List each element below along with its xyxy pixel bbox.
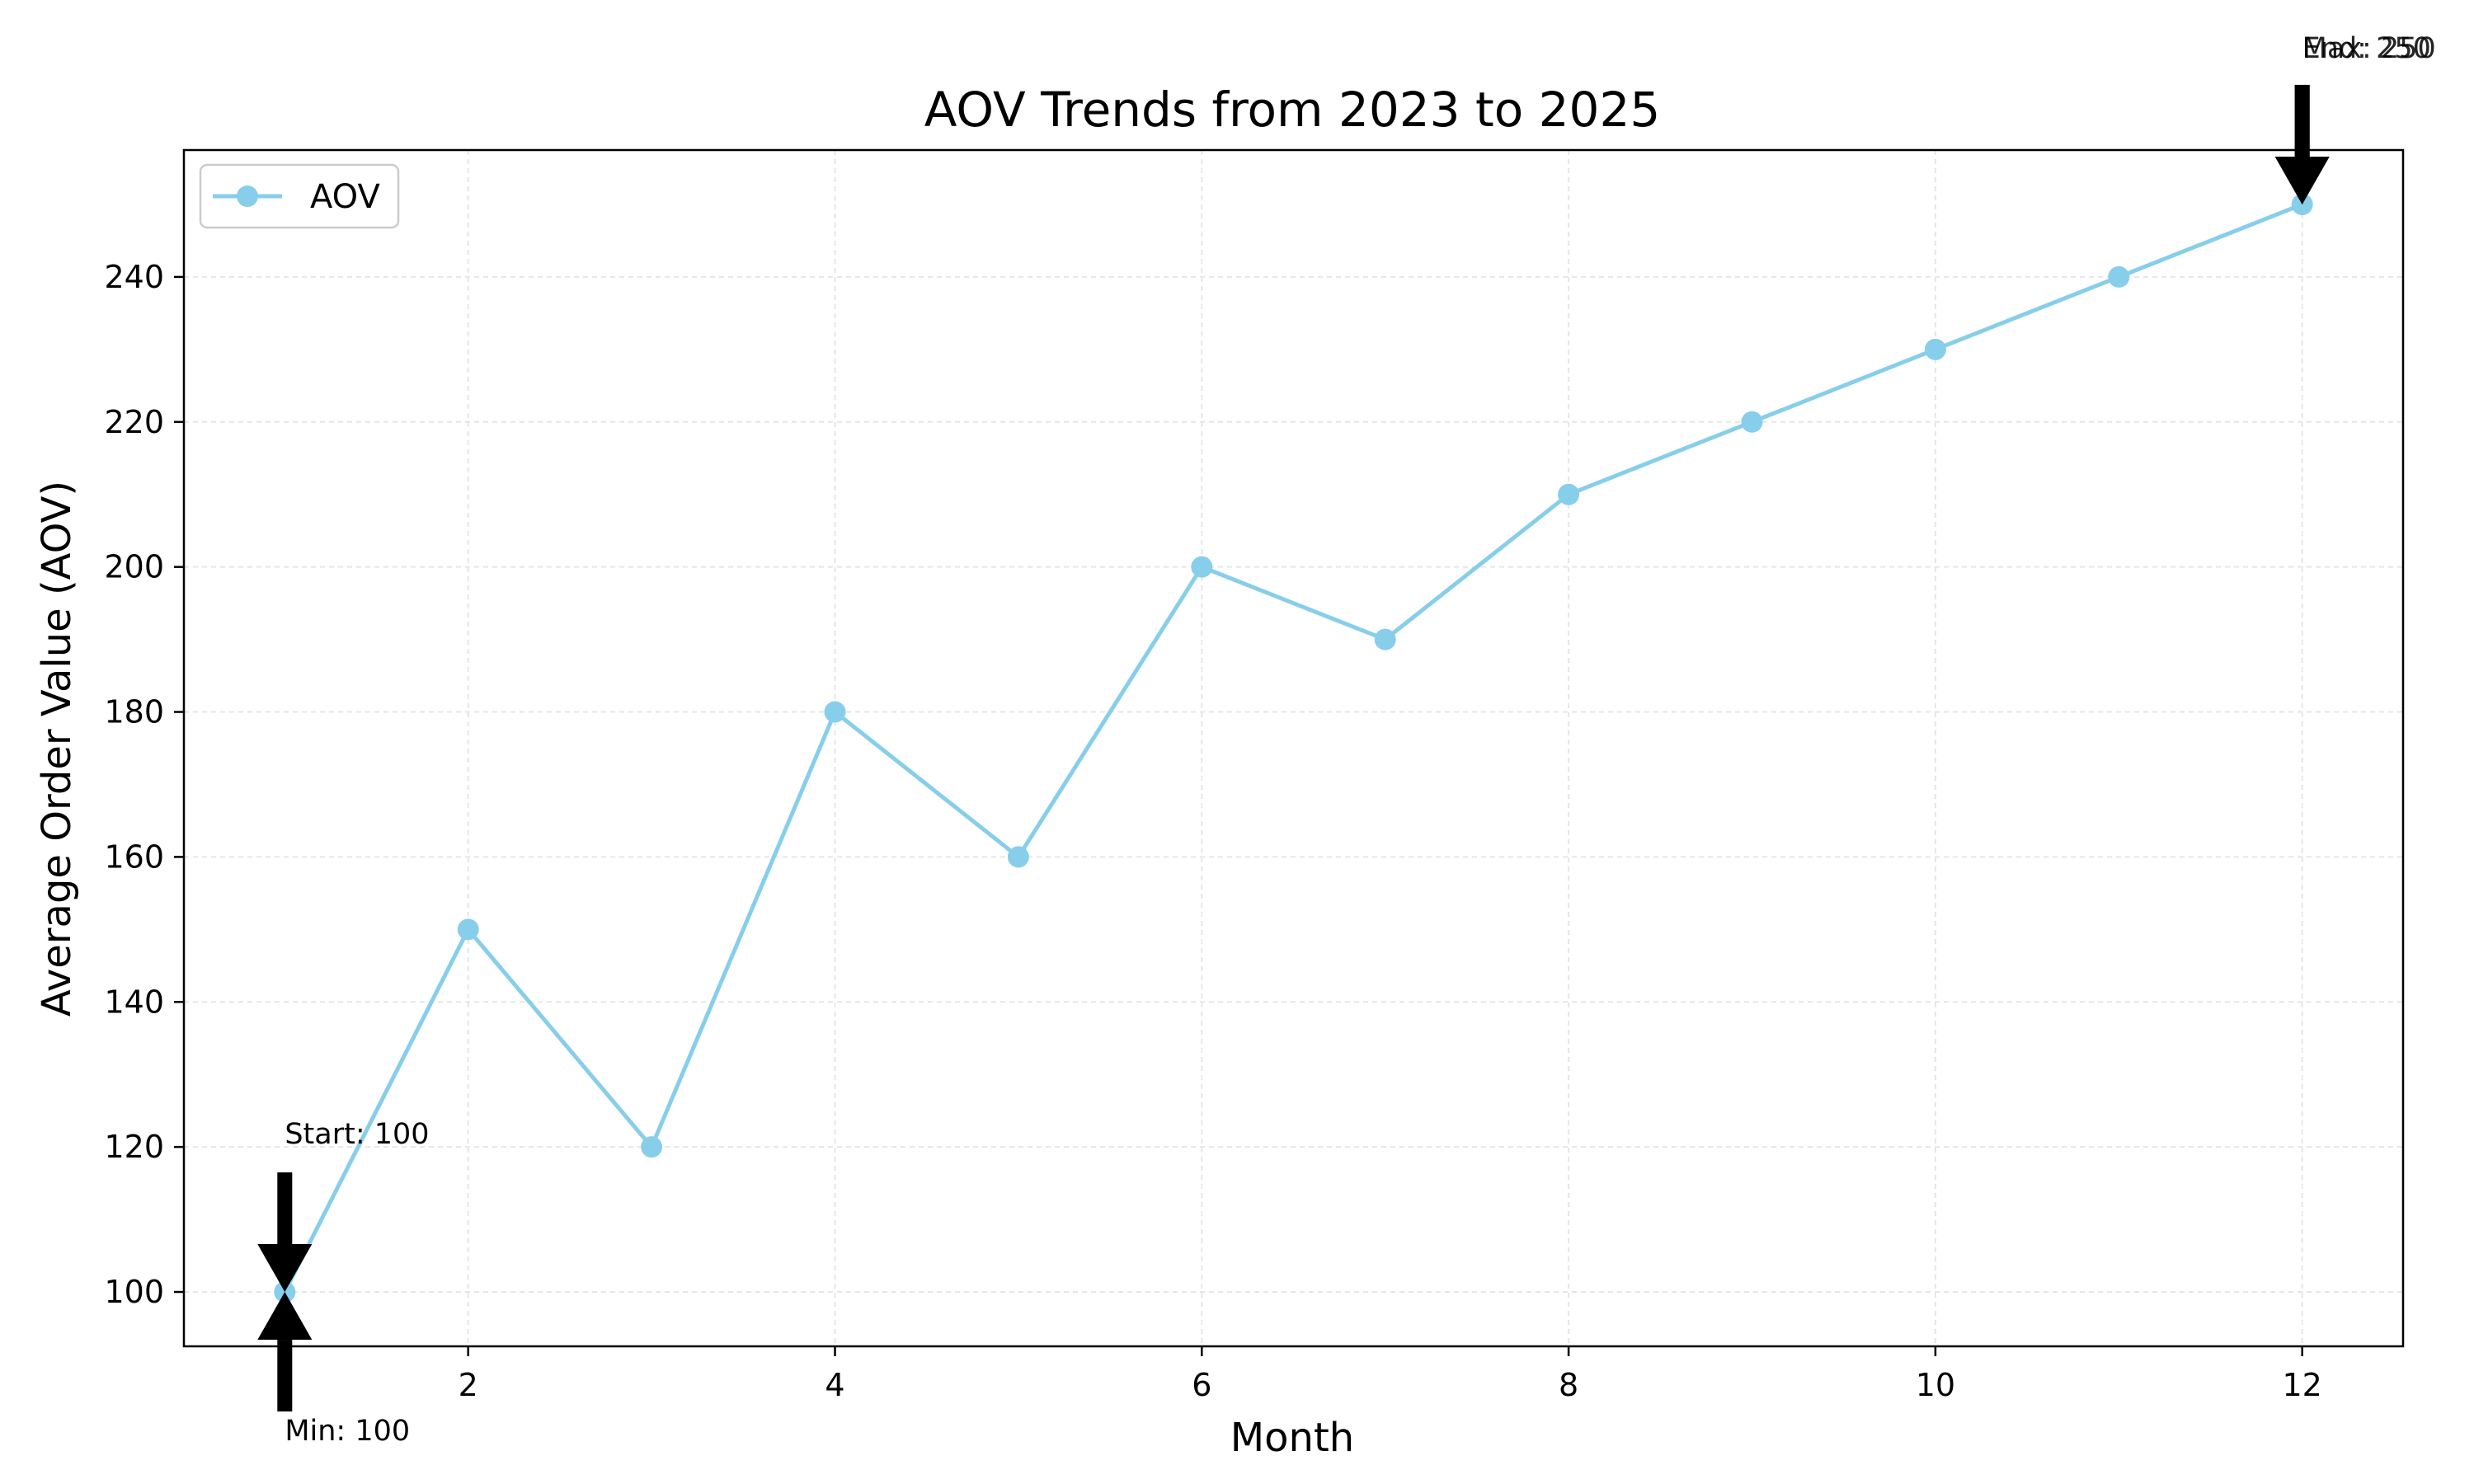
data-point [1374, 628, 1396, 650]
annotation-arrow-shaft [2294, 84, 2310, 157]
annotation-arrow-head [257, 1244, 313, 1293]
y-tick-label: 140 [104, 984, 164, 1020]
data-point [1558, 483, 1580, 505]
y-tick-label: 180 [104, 694, 164, 730]
x-tick-label: 4 [825, 1367, 844, 1403]
y-tick-label: 240 [104, 259, 164, 295]
plot-area-frame [182, 148, 2405, 1348]
chart-title: AOV Trends from 2023 to 2025 [924, 82, 1661, 138]
y-tick-label: 100 [104, 1274, 164, 1310]
y-tick-label: 160 [104, 838, 164, 875]
data-point [1741, 411, 1763, 433]
series-line-aov [283, 202, 2303, 1294]
annotation-label: Max: 250 [2302, 32, 2436, 65]
annotation-arrow-head [257, 1292, 313, 1341]
x-axis-ticks: 2 4 6 8 10 12 [459, 1346, 2322, 1403]
data-point [1007, 846, 1029, 868]
annotation-arrow-head [2274, 156, 2330, 204]
data-point [641, 1136, 663, 1158]
x-axis-title: Month [1230, 1415, 1354, 1461]
y-axis-ticks: 100 120 140 160 180 200 220 240 [104, 259, 184, 1310]
legend-label: AOV [310, 178, 380, 216]
x-tick-label: 2 [459, 1367, 478, 1403]
data-point [2108, 265, 2130, 288]
legend-marker-swatch [237, 186, 258, 207]
y-tick-label: 120 [104, 1129, 164, 1165]
x-tick-label: 12 [2283, 1367, 2322, 1403]
y-axis-title: Average Order Value (AOV) [34, 481, 80, 1017]
legend-frame [199, 163, 400, 229]
series-layer [274, 193, 2313, 1303]
legend: AOV [199, 163, 400, 229]
annotation-arrow-shaft [277, 1172, 293, 1245]
data-point [1924, 338, 1946, 360]
data-point [824, 701, 846, 723]
grid-lines [184, 150, 2403, 1346]
y-tick-label: 200 [104, 549, 164, 585]
annotation-label: Start: 100 [285, 1118, 429, 1151]
x-tick-label: 6 [1192, 1367, 1211, 1403]
annotation-arrow-shaft [277, 1340, 293, 1412]
x-tick-label: 10 [1916, 1367, 1955, 1403]
y-tick-label: 220 [104, 404, 164, 440]
annotation-label: End: 250 [2302, 32, 2431, 65]
data-point [457, 918, 479, 941]
data-point [1191, 556, 1213, 578]
annotation-label: Min: 100 [285, 1415, 410, 1448]
x-tick-label: 8 [1559, 1367, 1578, 1403]
